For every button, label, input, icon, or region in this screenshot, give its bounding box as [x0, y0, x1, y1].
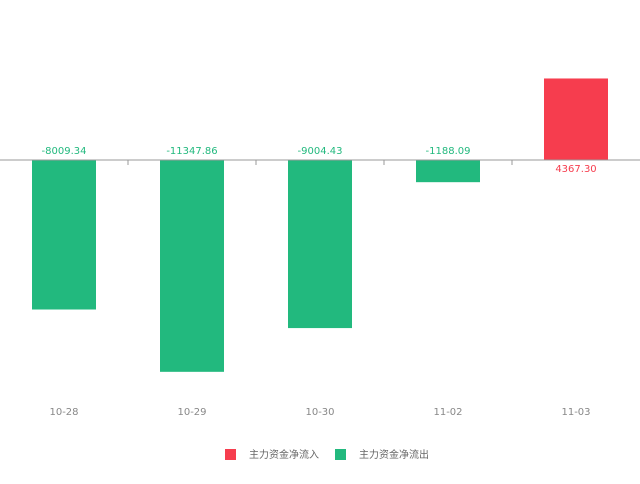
value-label: -11347.86: [166, 146, 217, 157]
x-tick-label: 10-28: [49, 407, 78, 418]
value-label: -8009.34: [42, 146, 87, 157]
x-tick-label: 10-30: [305, 407, 334, 418]
legend-swatch: [225, 449, 236, 460]
legend-label: 主力资金净流出: [359, 448, 429, 461]
bar: [416, 160, 480, 183]
legend-swatch: [335, 449, 346, 460]
x-tick-label: 11-02: [433, 407, 462, 418]
value-label: -9004.43: [298, 146, 343, 157]
legend-label: 主力资金净流入: [249, 448, 319, 461]
value-label: 4367.30: [555, 164, 596, 175]
x-tick-label: 10-29: [177, 407, 206, 418]
bar: [288, 160, 352, 329]
value-label: -1188.09: [426, 146, 471, 157]
bar: [160, 160, 224, 372]
bar: [32, 160, 96, 310]
x-tick-label: 11-03: [561, 407, 590, 418]
bar: [544, 78, 608, 160]
